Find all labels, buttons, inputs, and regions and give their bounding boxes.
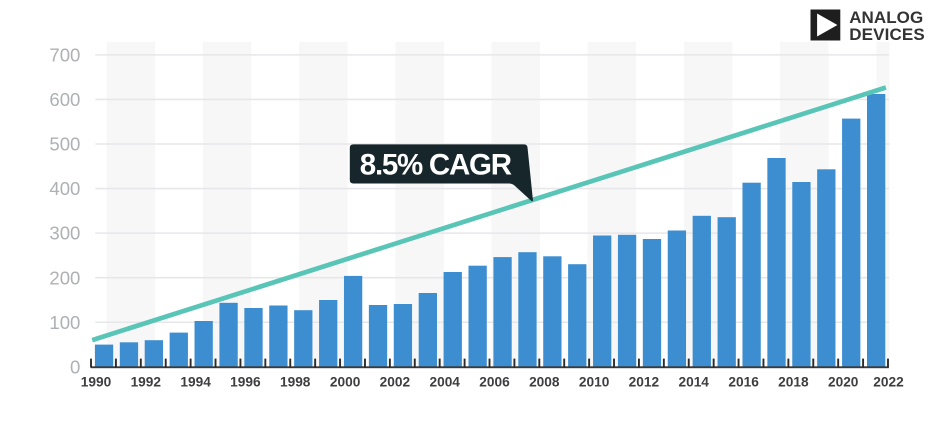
- svg-text:1990: 1990: [81, 374, 112, 389]
- svg-text:2020: 2020: [828, 374, 859, 389]
- svg-text:2012: 2012: [629, 374, 660, 389]
- svg-text:ANALOG: ANALOG: [849, 8, 923, 27]
- svg-text:600: 600: [49, 89, 80, 110]
- svg-text:2006: 2006: [479, 374, 510, 389]
- svg-text:2004: 2004: [429, 374, 460, 389]
- svg-text:400: 400: [49, 178, 80, 199]
- svg-text:2008: 2008: [529, 374, 560, 389]
- svg-text:100: 100: [49, 312, 80, 333]
- svg-text:2022: 2022: [873, 374, 904, 389]
- svg-text:2014: 2014: [678, 374, 709, 389]
- svg-text:300: 300: [49, 223, 80, 244]
- svg-text:8.5% CAGR: 8.5% CAGR: [360, 148, 512, 181]
- svg-text:1998: 1998: [280, 374, 311, 389]
- svg-text:2002: 2002: [380, 374, 411, 389]
- svg-text:500: 500: [49, 134, 80, 155]
- svg-text:0: 0: [70, 356, 80, 377]
- svg-text:200: 200: [49, 267, 80, 288]
- svg-text:2016: 2016: [728, 374, 759, 389]
- svg-text:1994: 1994: [180, 374, 211, 389]
- svg-text:700: 700: [49, 45, 80, 66]
- svg-text:2010: 2010: [579, 374, 610, 389]
- svg-text:1996: 1996: [230, 374, 261, 389]
- svg-text:2018: 2018: [778, 374, 809, 389]
- svg-text:DEVICES: DEVICES: [849, 25, 925, 44]
- svg-text:2000: 2000: [330, 374, 361, 389]
- svg-text:1992: 1992: [131, 374, 162, 389]
